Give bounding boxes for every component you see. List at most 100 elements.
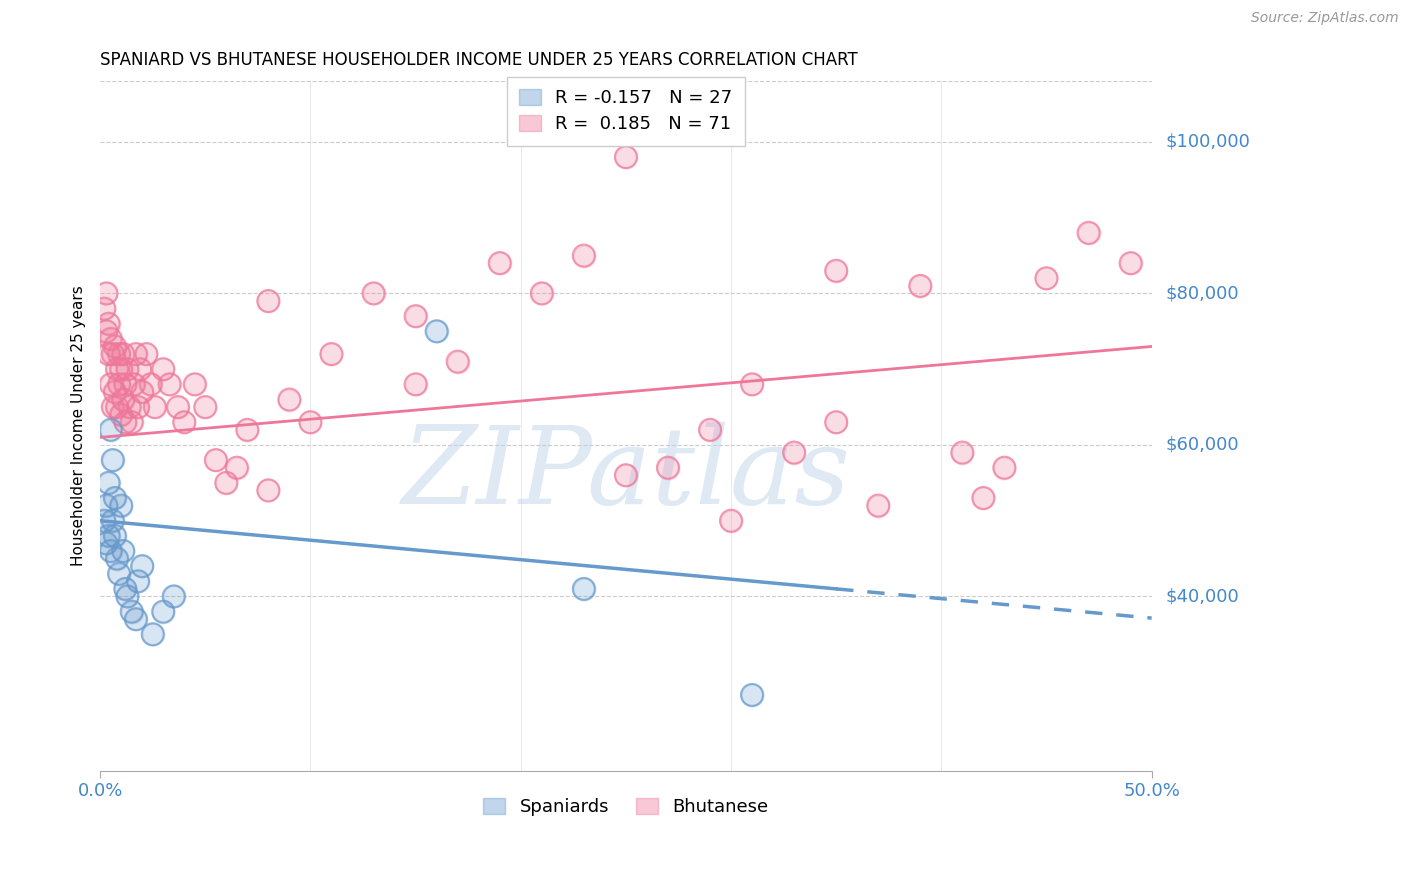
Point <box>225 460 247 475</box>
Point <box>108 377 131 392</box>
Point <box>125 347 148 361</box>
Point <box>215 475 238 490</box>
Point <box>105 362 128 376</box>
Point <box>108 347 131 361</box>
Point <box>97 529 120 543</box>
Point <box>143 400 166 414</box>
Point <box>127 400 149 414</box>
Point <box>105 400 128 414</box>
Point <box>117 590 139 604</box>
Point <box>96 536 118 550</box>
Point <box>112 347 135 361</box>
Point <box>105 551 128 566</box>
Point <box>135 347 157 361</box>
Point <box>125 612 148 626</box>
Point <box>152 605 174 619</box>
Point <box>121 415 143 429</box>
Point <box>122 377 145 392</box>
Point <box>993 460 1015 475</box>
Point <box>446 354 468 368</box>
Point <box>104 491 127 505</box>
Point <box>783 445 806 459</box>
Point <box>105 551 128 566</box>
Point <box>101 514 124 528</box>
Point <box>104 339 127 353</box>
Point <box>101 453 124 467</box>
Point <box>299 415 322 429</box>
Point <box>108 377 131 392</box>
Point <box>97 475 120 490</box>
Point <box>135 347 157 361</box>
Point <box>127 574 149 589</box>
Point <box>167 400 190 414</box>
Point <box>572 582 595 596</box>
Point <box>657 460 679 475</box>
Point <box>114 415 136 429</box>
Point <box>104 529 127 543</box>
Point <box>142 627 165 641</box>
Point <box>108 347 131 361</box>
Point <box>614 150 637 164</box>
Point <box>215 475 238 490</box>
Point <box>614 468 637 483</box>
Point <box>993 460 1015 475</box>
Point <box>614 468 637 483</box>
Point <box>96 536 118 550</box>
Point <box>93 514 115 528</box>
Point <box>204 453 226 467</box>
Point <box>142 627 165 641</box>
Point <box>114 582 136 596</box>
Text: SPANIARD VS BHUTANESE HOUSEHOLDER INCOME UNDER 25 YEARS CORRELATION CHART: SPANIARD VS BHUTANESE HOUSEHOLDER INCOME… <box>100 51 858 69</box>
Point <box>225 460 247 475</box>
Point <box>184 377 207 392</box>
Point <box>139 377 162 392</box>
Point <box>741 688 763 702</box>
Point <box>194 400 217 414</box>
Point <box>112 392 135 407</box>
Point <box>131 384 153 399</box>
Point <box>910 278 932 293</box>
Point <box>101 400 124 414</box>
Point <box>299 415 322 429</box>
Point <box>720 514 742 528</box>
Point <box>97 475 120 490</box>
Y-axis label: Householder Income Under 25 years: Householder Income Under 25 years <box>72 285 86 566</box>
Point <box>488 256 510 270</box>
Point <box>101 514 124 528</box>
Point <box>868 499 890 513</box>
Point <box>114 415 136 429</box>
Point <box>108 566 131 581</box>
Point <box>101 347 124 361</box>
Point <box>118 400 141 414</box>
Point <box>143 400 166 414</box>
Text: $100,000: $100,000 <box>1166 133 1250 151</box>
Point <box>278 392 301 407</box>
Point <box>614 150 637 164</box>
Point <box>1119 256 1142 270</box>
Point <box>121 415 143 429</box>
Point <box>236 423 259 437</box>
Point <box>1119 256 1142 270</box>
Point <box>114 582 136 596</box>
Point <box>110 408 132 422</box>
Point <box>741 377 763 392</box>
Point <box>257 483 280 498</box>
Point <box>152 362 174 376</box>
Point <box>405 309 427 323</box>
Point <box>236 423 259 437</box>
Point <box>125 347 148 361</box>
Point <box>93 301 115 316</box>
Point <box>572 249 595 263</box>
Point <box>96 324 118 338</box>
Point <box>127 574 149 589</box>
Point <box>321 347 343 361</box>
Point <box>96 286 118 301</box>
Text: $60,000: $60,000 <box>1166 436 1239 454</box>
Point <box>572 582 595 596</box>
Point <box>657 460 679 475</box>
Point <box>321 347 343 361</box>
Point <box>163 590 186 604</box>
Point <box>117 362 139 376</box>
Point <box>101 347 124 361</box>
Text: $80,000: $80,000 <box>1166 285 1239 302</box>
